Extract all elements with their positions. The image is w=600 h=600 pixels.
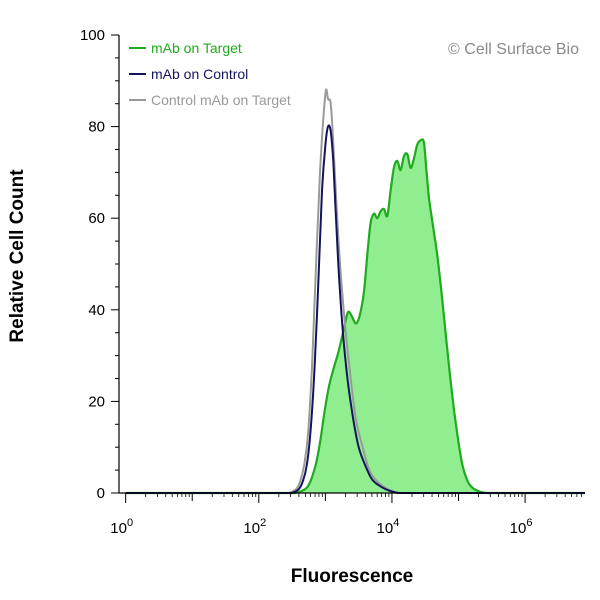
y-tick-label: 40 bbox=[88, 302, 105, 319]
x-tick-label: 100 bbox=[110, 517, 133, 537]
axes: 0 20 40 60 80 100 100 102 104 106 bbox=[80, 27, 585, 537]
legend-label-mab-on-control: mAb on Control bbox=[151, 66, 248, 82]
x-tick-label: 106 bbox=[510, 517, 533, 537]
legend-label-mab-on-target: mAb on Target bbox=[151, 40, 242, 56]
y-tick-label: 60 bbox=[88, 210, 105, 227]
y-tick-label: 0 bbox=[97, 485, 105, 502]
y-tick-label: 100 bbox=[80, 27, 105, 44]
series-line-mab-on-target bbox=[125, 138, 585, 495]
series-fill-mab-on-target bbox=[295, 139, 487, 493]
y-tick-label: 80 bbox=[88, 119, 105, 136]
legend: mAb on Target mAb on Control Control mAb o… bbox=[129, 40, 291, 108]
series-line-mab-on-control bbox=[125, 124, 585, 494]
x-axis-title: Fluorescence bbox=[291, 566, 414, 587]
x-tick-label: 102 bbox=[243, 517, 266, 537]
legend-label-control-mab-on-target: Control mAb on Target bbox=[151, 92, 291, 108]
series-line-control-mab-on-target bbox=[125, 88, 585, 494]
plot-area bbox=[125, 88, 585, 495]
y-tick-label: 20 bbox=[88, 393, 105, 410]
watermark: © Cell Surface Bio bbox=[448, 41, 579, 58]
x-tick-label: 104 bbox=[377, 517, 400, 537]
y-axis-title: Relative Cell Count bbox=[7, 169, 28, 343]
